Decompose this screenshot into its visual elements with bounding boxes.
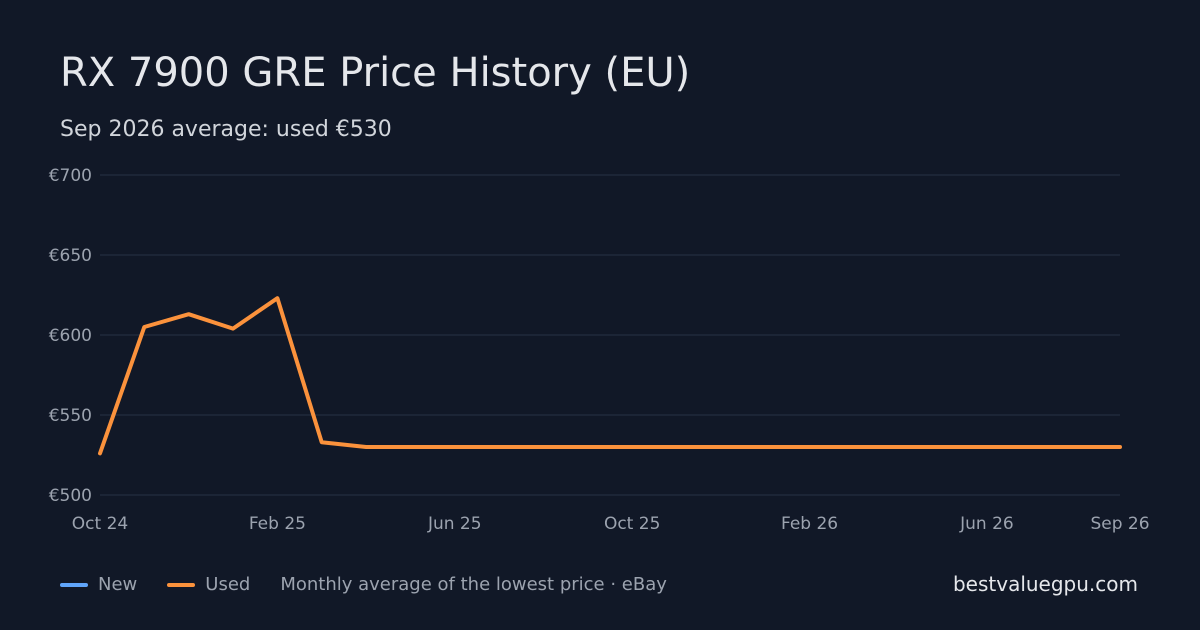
legend-swatch-new [60, 582, 88, 587]
y-tick-label: €700 [49, 166, 92, 186]
legend-item-new[interactable]: New [60, 574, 137, 595]
legend-label-used: Used [205, 574, 251, 595]
y-tick-label: €650 [49, 246, 92, 266]
chart-title: RX 7900 GRE Price History (EU) [60, 50, 691, 96]
chart-subtitle: Sep 2026 average: used €530 [60, 117, 392, 142]
y-axis-tick-labels: €500 €550 €600 €650 €700 [49, 166, 92, 506]
x-tick-label: Oct 24 [72, 514, 128, 534]
legend-label-new: New [98, 574, 138, 595]
y-tick-label: €600 [49, 326, 92, 346]
x-tick-label: Feb 26 [781, 514, 838, 534]
legend-swatch-used [167, 582, 196, 587]
x-tick-label: Oct 25 [604, 514, 660, 534]
legend: New Used Monthly average of the lowest p… [60, 574, 667, 595]
x-tick-label: Feb 25 [249, 514, 306, 534]
x-tick-label: Sep 26 [1090, 514, 1149, 534]
grid-lines [100, 174, 1120, 496]
legend-note: Monthly average of the lowest price · eB… [280, 574, 667, 595]
site-name[interactable]: bestvaluegpu.com [952, 572, 1138, 596]
y-tick-label: €550 [49, 406, 92, 426]
y-tick-label: €500 [49, 486, 92, 506]
x-tick-label: Jun 26 [959, 514, 1014, 534]
legend-item-used[interactable]: Used [167, 574, 250, 595]
series-lines [98, 296, 1122, 456]
series-line-used[interactable] [98, 296, 1122, 456]
x-axis-tick-labels: Oct 24 Feb 25 Jun 25 Oct 25 Feb 26 Jun 26 Sep … [72, 514, 1150, 534]
x-tick-label: Jun 25 [427, 514, 482, 534]
